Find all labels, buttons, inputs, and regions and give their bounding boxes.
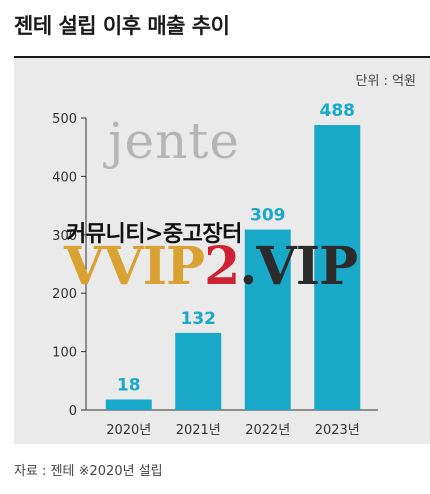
chart-title: 젠테 설립 이후 매출 추이 — [14, 14, 230, 38]
x-tick-label: 2021년 — [176, 423, 221, 438]
watermark-brand-part-c: .VIP — [239, 236, 358, 297]
unit-label: 단위 : 억원 — [355, 74, 417, 89]
y-tick-label: 100 — [52, 346, 77, 361]
y-tick-label: 300 — [52, 229, 77, 244]
watermark-brand-part-a: VVIP — [64, 236, 205, 297]
bar-2020년 — [105, 399, 152, 410]
source-note: 자료 : 젠테 ※2020년 설립 — [14, 464, 163, 479]
jente-logo: jente — [108, 112, 240, 170]
data-label: 309 — [250, 206, 286, 226]
watermark-text: 커뮤니티>중고장터 — [66, 222, 242, 247]
y-tick-label: 0 — [69, 404, 77, 419]
chart-panel — [14, 58, 430, 444]
bar-2022년 — [244, 229, 291, 410]
y-tick-label: 500 — [52, 112, 77, 127]
data-label: 18 — [117, 375, 141, 395]
data-label: 132 — [181, 309, 217, 329]
x-tick-label: 2020년 — [106, 423, 151, 438]
data-label: 488 — [320, 101, 356, 121]
x-tick-label: 2022년 — [245, 423, 290, 438]
bar-2021년 — [175, 332, 222, 410]
watermark-brand: VVIP2.VIP — [64, 236, 358, 297]
y-tick-label: 400 — [52, 170, 77, 185]
y-tick-label: 200 — [52, 287, 77, 302]
watermark-brand-part-b: 2 — [204, 236, 240, 297]
x-tick-label: 2023년 — [315, 423, 360, 438]
bar-2023년 — [314, 125, 361, 411]
title-divider — [14, 56, 430, 58]
